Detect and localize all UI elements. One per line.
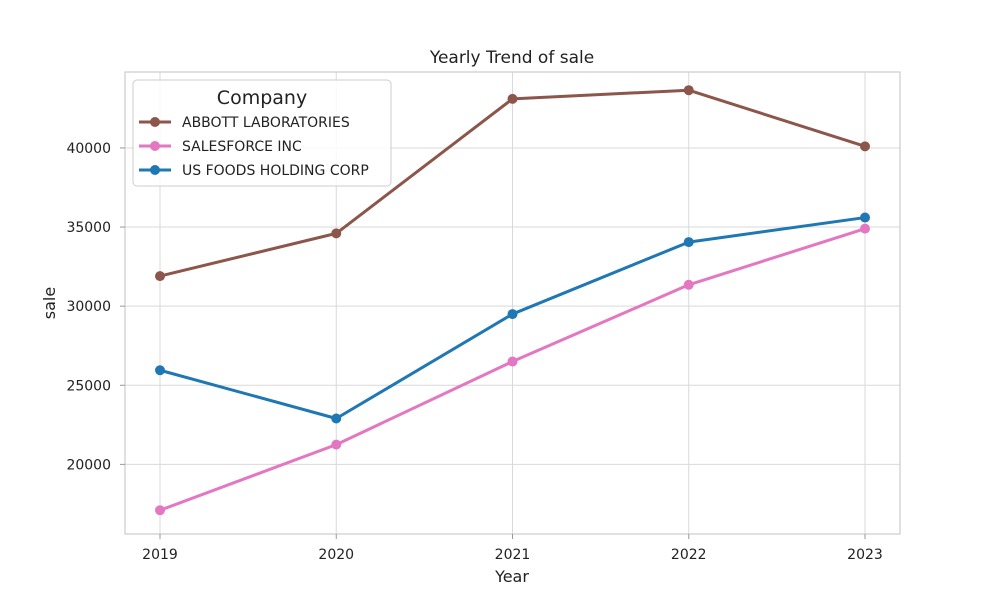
data-point: [331, 413, 342, 424]
legend-label: SALESFORCE INC: [182, 139, 302, 155]
data-point: [683, 85, 694, 96]
series-us-foods-holding-corp: [155, 212, 870, 424]
data-point: [507, 356, 518, 367]
legend-label: ABBOTT LABORATORIES: [182, 115, 350, 131]
y-axis-title: sale: [40, 287, 59, 319]
data-point: [860, 141, 870, 152]
x-tick-label: 2023: [847, 547, 883, 563]
y-tick-label: 20000: [66, 457, 111, 473]
legend-item: ABBOTT LABORATORIES: [139, 115, 350, 131]
legend-label: US FOODS HOLDING CORP: [182, 163, 369, 179]
series-salesforce-inc: [155, 223, 870, 516]
x-tick-label: 2019: [142, 547, 178, 563]
x-axis: 2019 2020 2021 2022 2023: [142, 534, 883, 563]
legend: Company ABBOTT LABORATORIES SALESFORCE IN…: [132, 79, 392, 187]
legend-box: [132, 79, 392, 187]
data-point: [331, 228, 342, 239]
y-tick-label: 35000: [66, 220, 111, 236]
data-point: [860, 212, 870, 223]
data-point: [155, 365, 165, 376]
y-tick-label: 30000: [66, 299, 111, 315]
data-point: [860, 223, 870, 234]
data-point: [155, 505, 165, 516]
series-abbott-laboratories: [155, 85, 870, 282]
x-tick-label: 2022: [671, 547, 707, 563]
y-tick-label: 25000: [66, 378, 111, 394]
legend-marker: [150, 141, 160, 151]
x-tick-label: 2020: [318, 547, 354, 563]
x-tick-label: 2021: [495, 547, 531, 563]
data-point: [683, 237, 694, 248]
data-point: [507, 93, 518, 104]
legend-item: US FOODS HOLDING CORP: [139, 163, 369, 179]
data-point: [507, 309, 518, 320]
y-tick-label: 40000: [66, 141, 111, 157]
legend-title: Company: [217, 87, 307, 109]
legend-marker: [150, 117, 160, 127]
y-axis: 20000 25000 30000 35000 40000: [66, 141, 125, 473]
series-layer: [155, 85, 870, 516]
data-point: [155, 271, 165, 282]
legend-items: ABBOTT LABORATORIES SALESFORCE INC US FOOD…: [139, 115, 369, 179]
chart-title: Yearly Trend of sale: [429, 48, 594, 68]
legend-marker: [150, 165, 160, 175]
data-point: [331, 439, 342, 450]
data-point: [683, 279, 694, 290]
x-axis-title: Year: [494, 567, 529, 586]
legend-item: SALESFORCE INC: [139, 139, 302, 155]
